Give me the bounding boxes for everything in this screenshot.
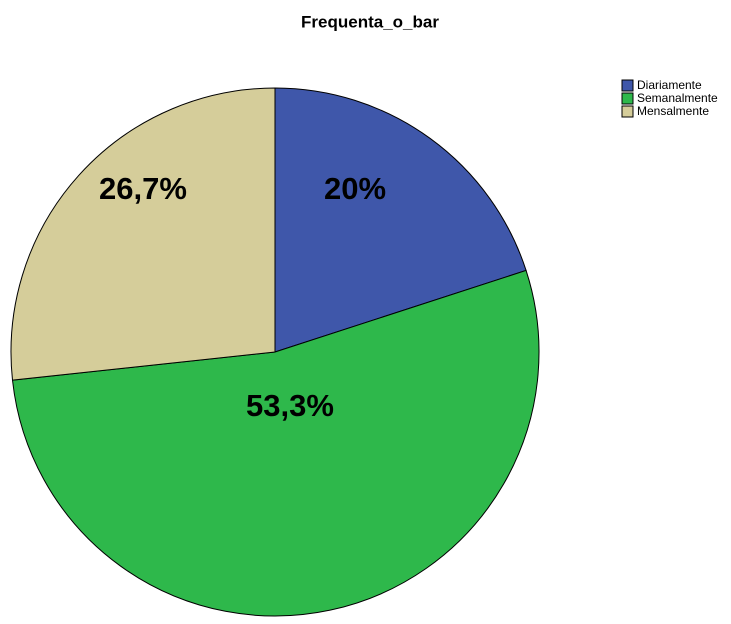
legend-label: Diariamente [637, 78, 702, 92]
legend-label: Semanalmente [637, 91, 718, 105]
value-label: 53,3% [246, 388, 334, 423]
chart-title: Frequenta_o_bar [301, 12, 439, 31]
legend-swatch [621, 79, 634, 92]
pie-slice [10, 87, 276, 381]
value-label: 20% [324, 171, 386, 206]
legend-swatch [621, 92, 634, 105]
pie-slice [11, 269, 540, 617]
legend-label: Mensalmente [637, 104, 709, 118]
pie-slice [274, 87, 527, 353]
legend-swatch [621, 105, 634, 118]
value-label: 26,7% [99, 171, 187, 206]
